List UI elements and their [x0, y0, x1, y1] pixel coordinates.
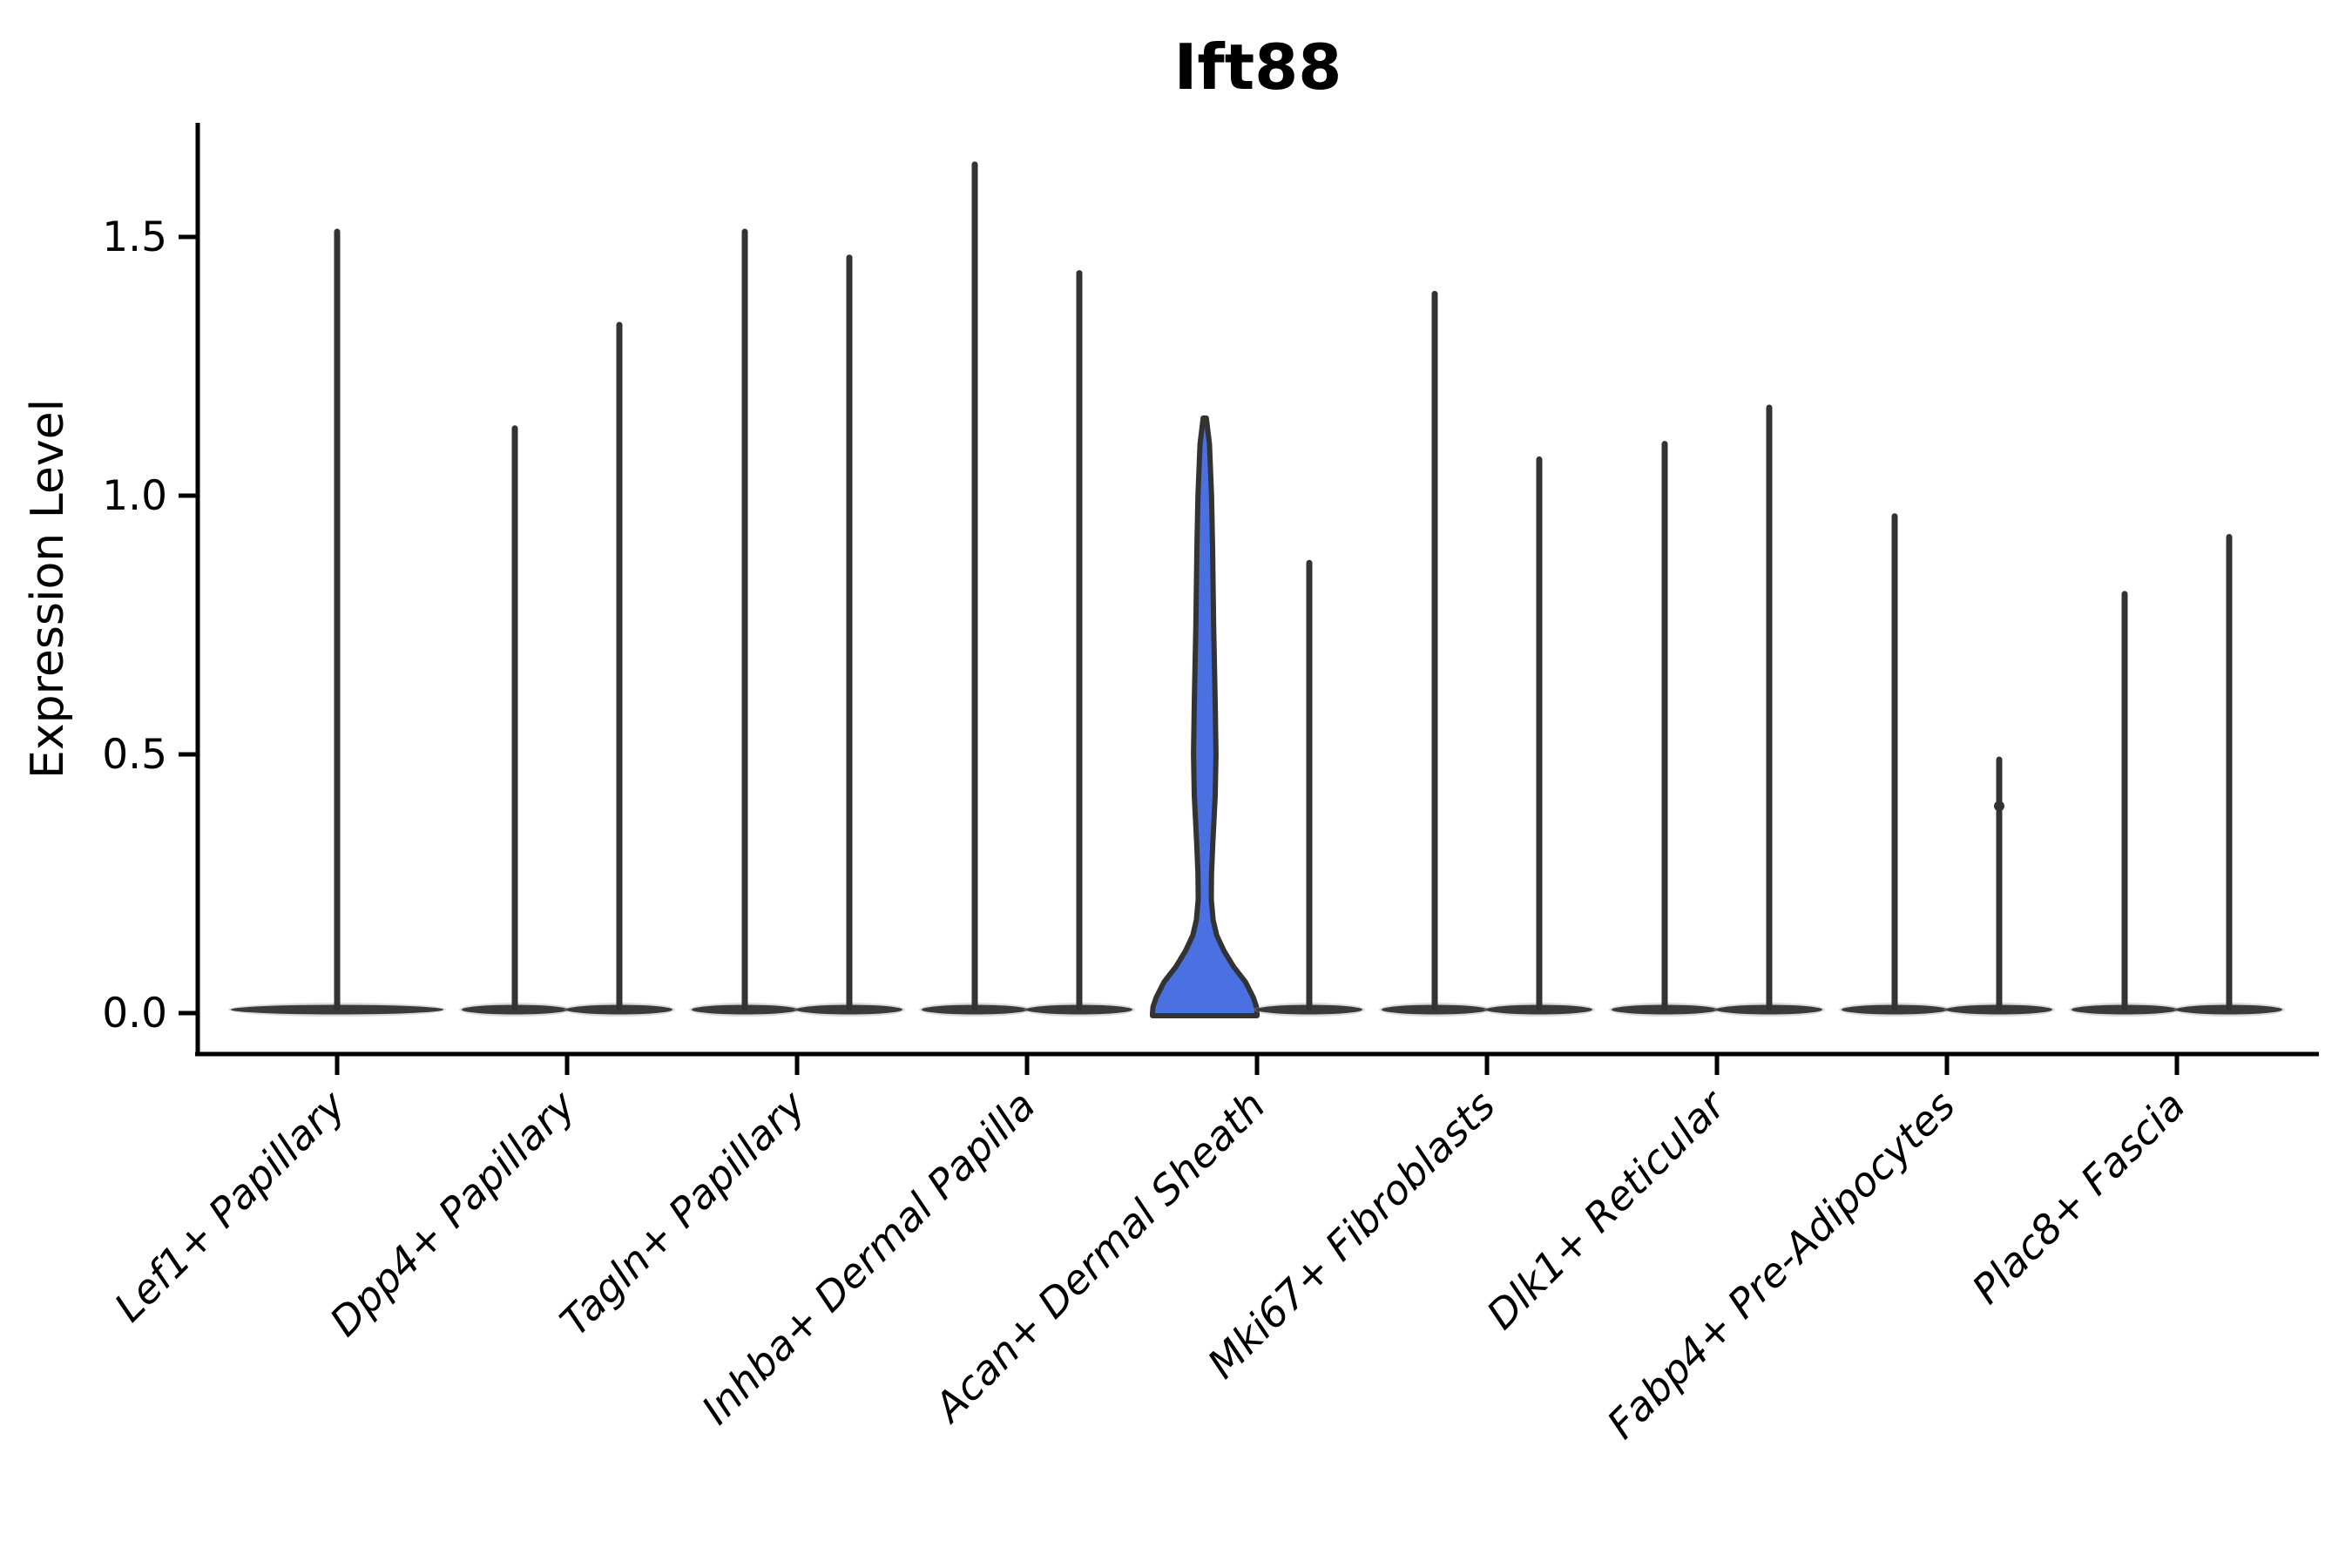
- x-tick-label: Dpp4+ Papillary: [321, 1081, 585, 1345]
- x-tick-label: Tagln+ Papillary: [551, 1081, 814, 1345]
- violin: [2069, 591, 2180, 1017]
- violin: [1484, 456, 1595, 1017]
- violin: [1254, 559, 1365, 1017]
- violins-group: [228, 161, 2285, 1018]
- violin-highlighted: [1150, 415, 1260, 1018]
- y-axis-label: Expression Level: [22, 399, 74, 779]
- chart-title: Ift88: [1174, 30, 1342, 104]
- x-tick-label: Lef1+ Papillary: [105, 1081, 355, 1330]
- violin: [228, 228, 446, 1017]
- violin: [459, 425, 571, 1017]
- y-tick-label: 0.5: [102, 731, 167, 779]
- x-axis-ticks: [335, 1056, 2180, 1075]
- violin: [1024, 270, 1135, 1017]
- data-point: [1994, 801, 2004, 812]
- violin: [2173, 534, 2285, 1017]
- violin: [564, 321, 675, 1017]
- violin: [1713, 404, 1825, 1017]
- highlighted-violin-body: [1150, 415, 1260, 1018]
- y-axis-ticks: 0.0 0.5 1.0 1.5: [102, 213, 198, 1037]
- y-tick-label: 0.0: [102, 990, 167, 1037]
- x-tick-label: Dlk1+ Reticular: [1477, 1079, 1736, 1338]
- x-tick-label: Plac8+ Fascia: [1963, 1082, 2193, 1313]
- violin: [794, 254, 905, 1017]
- violin: [1943, 756, 2055, 1017]
- violin: [1839, 513, 1950, 1017]
- violin: [1609, 441, 1720, 1017]
- y-tick-label: 1.0: [102, 472, 167, 520]
- y-tick-label: 1.5: [102, 213, 167, 261]
- violin: [689, 228, 801, 1017]
- violin: [919, 161, 1031, 1017]
- violin: [1379, 290, 1490, 1017]
